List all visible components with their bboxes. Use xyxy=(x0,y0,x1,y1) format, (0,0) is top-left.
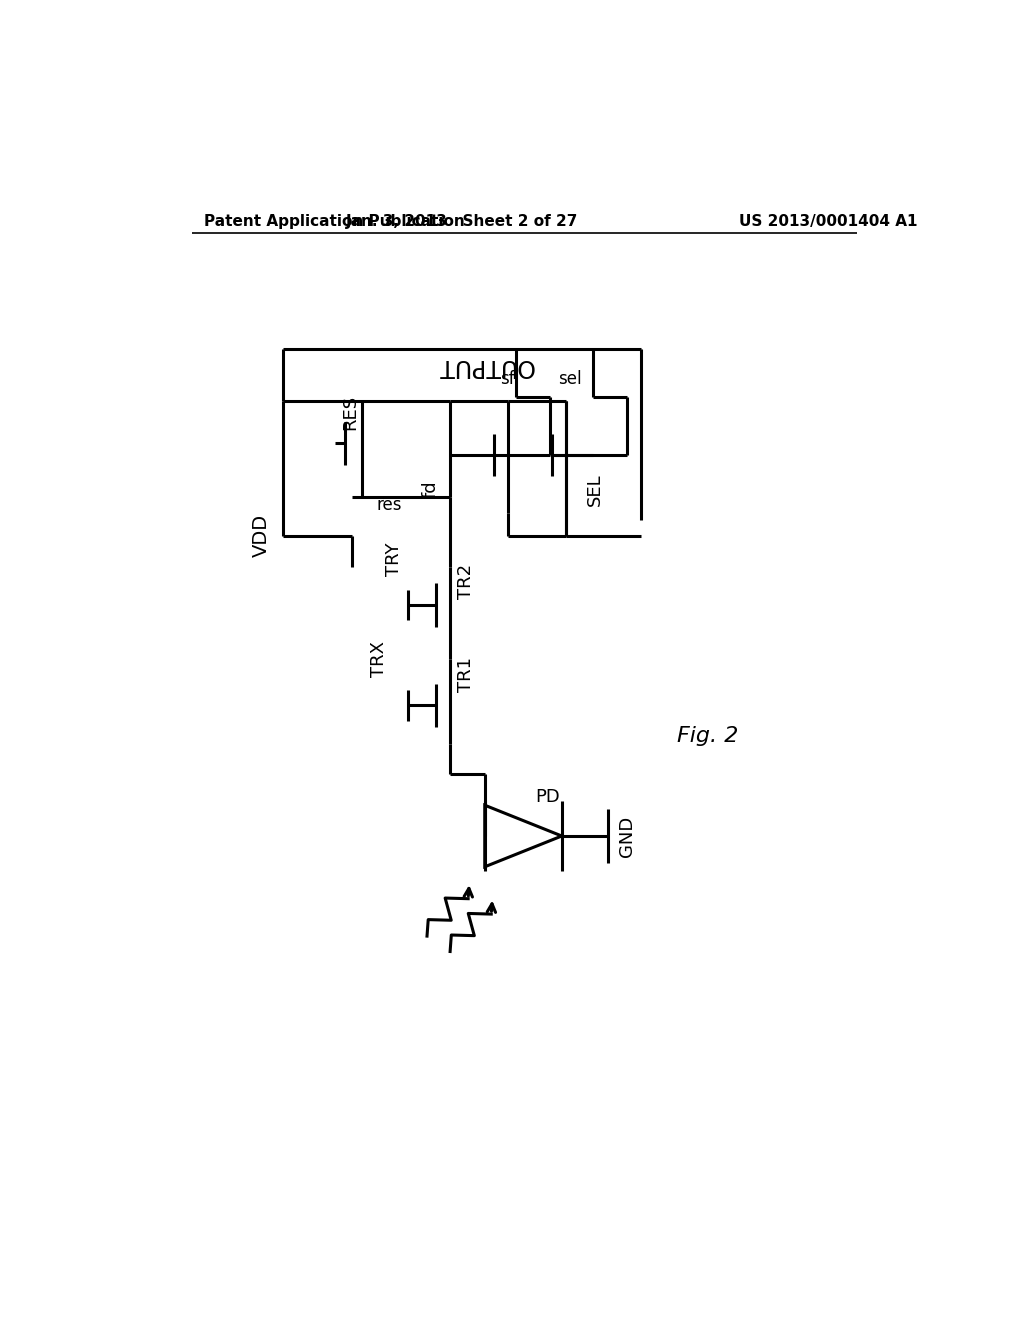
Text: sf: sf xyxy=(501,371,515,388)
Text: sel: sel xyxy=(558,371,582,388)
Text: Patent Application Publication: Patent Application Publication xyxy=(204,214,465,230)
Text: TRY: TRY xyxy=(385,543,402,576)
Text: RES: RES xyxy=(341,395,359,430)
Text: VDD: VDD xyxy=(252,513,271,557)
Text: GND: GND xyxy=(618,816,636,857)
Text: PD: PD xyxy=(535,788,559,807)
Text: TR2: TR2 xyxy=(457,565,474,599)
Text: SEL: SEL xyxy=(586,473,604,506)
Text: TRX: TRX xyxy=(370,642,387,677)
Text: Fig. 2: Fig. 2 xyxy=(677,726,738,746)
Text: res: res xyxy=(377,496,402,513)
Text: US 2013/0001404 A1: US 2013/0001404 A1 xyxy=(739,214,918,230)
Text: TR1: TR1 xyxy=(457,657,474,692)
Text: fd: fd xyxy=(422,480,440,499)
Text: Jan. 3, 2013   Sheet 2 of 27: Jan. 3, 2013 Sheet 2 of 27 xyxy=(345,214,578,230)
Text: OUTPUT: OUTPUT xyxy=(436,354,534,379)
